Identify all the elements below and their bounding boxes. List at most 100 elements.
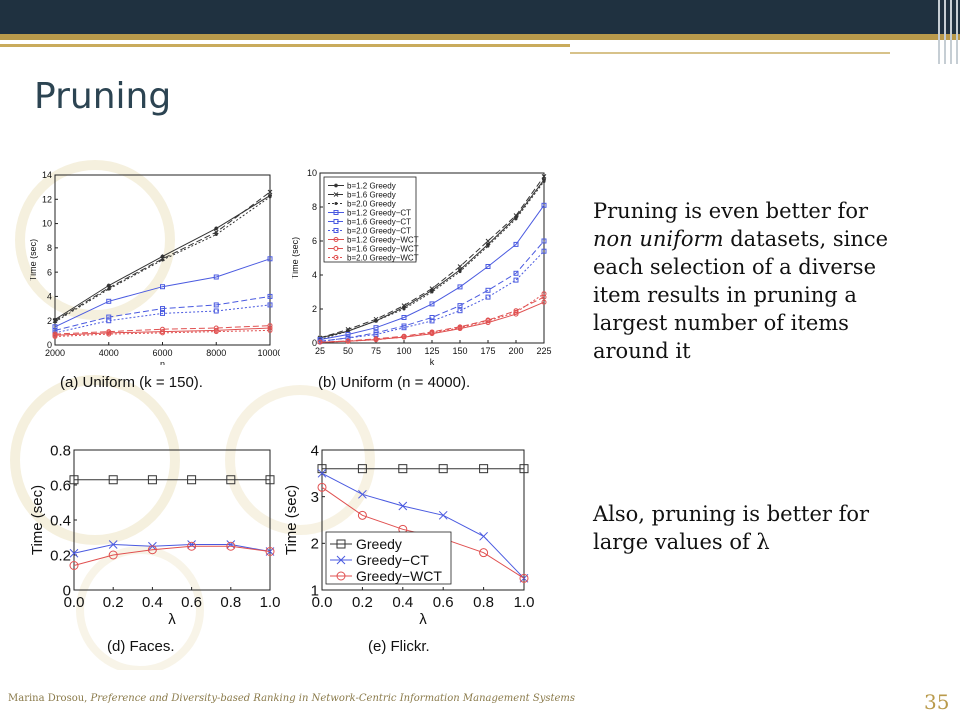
data-point [160, 306, 165, 312]
y-tick-label: 0.4 [50, 512, 71, 529]
data-point [345, 332, 351, 337]
footer-author: Marina Drosou, [8, 693, 88, 704]
header-stripes [934, 0, 960, 64]
data-point [457, 325, 463, 331]
x-axis-label: k [430, 357, 435, 365]
x-tick-label: 0.4 [142, 594, 163, 611]
x-tick-label: 125 [424, 346, 439, 356]
body-paragraph-2: Also, pruning is better for large values… [593, 502, 870, 554]
data-point [106, 283, 111, 288]
data-point [69, 475, 79, 485]
data-point [401, 325, 407, 331]
data-point [358, 489, 367, 499]
data-point [106, 331, 112, 337]
x-axis-label: n [160, 359, 165, 365]
header-accent-line [0, 34, 960, 40]
data-point [267, 293, 273, 299]
legend-box [323, 176, 417, 263]
x-tick-label: 4000 [99, 348, 119, 358]
data-point [479, 464, 489, 474]
data-point [429, 301, 435, 307]
legend-label: b=1.6 Greedy−CT [347, 217, 411, 226]
footer-citation: Marina Drosou, Preference and Diversity-… [8, 693, 575, 704]
data-point [485, 287, 491, 293]
legend-label: b=1.2 Greedy−WCT [347, 235, 419, 244]
data-point [108, 540, 118, 549]
chart-faces: 0.0 0.2 0.4 0.6 0.8 1.0 0 0.2 0.4 0.6 0.8 λ Time (se… [30, 442, 280, 628]
legend-label: Greedy−CT [356, 552, 429, 568]
x-tick-label: 25 [315, 346, 325, 356]
plot-frame [321, 449, 525, 591]
data-point [213, 308, 219, 314]
y-axis-label: Time (sec) [30, 485, 46, 555]
data-point [108, 475, 118, 485]
data-point [541, 202, 547, 208]
slide-title: Pruning [34, 76, 172, 117]
series-line [319, 181, 545, 341]
data-point [160, 254, 165, 259]
y-tick-label: 0.8 [50, 442, 71, 459]
data-point [267, 325, 273, 331]
chart-d-caption: (d) Faces. [107, 638, 175, 655]
x-tick-label: 0.2 [103, 594, 124, 611]
data-point [401, 334, 407, 340]
data-point [457, 303, 463, 309]
data-point [485, 238, 491, 244]
legend-label: b=1.2 Greedy [347, 181, 396, 190]
data-point [106, 298, 112, 304]
series-line [319, 250, 545, 342]
data-point [213, 302, 219, 308]
y-tick-label: 14 [42, 170, 52, 180]
x-axis-label: λ [419, 611, 427, 628]
data-point [214, 226, 219, 231]
x-axis-label: λ [168, 611, 176, 628]
data-point [160, 330, 165, 336]
y-tick-label: 0.6 [50, 477, 71, 494]
data-point [430, 288, 434, 293]
series-line [321, 472, 525, 579]
data-point [479, 531, 488, 541]
series-line [54, 295, 271, 331]
data-point [187, 540, 196, 549]
data-point [147, 545, 157, 555]
page-number: 35 [924, 690, 950, 714]
y-tick-label: 4 [311, 442, 319, 459]
x-tick-label: 8000 [206, 348, 226, 358]
data-point [357, 464, 367, 474]
data-point [213, 274, 219, 280]
x-tick-label: 50 [343, 346, 353, 356]
x-tick-label: 75 [371, 346, 381, 356]
chart-e-caption: (e) Flickr. [368, 638, 430, 655]
data-point [542, 180, 546, 183]
data-point [398, 464, 408, 474]
legend-label: b=1.6 Greedy [347, 190, 396, 199]
series-line [54, 258, 271, 328]
y-tick-label: 0 [47, 340, 52, 350]
data-point [214, 233, 218, 236]
data-point [53, 320, 57, 324]
data-point [187, 475, 197, 485]
data-point [541, 299, 547, 305]
data-point [267, 256, 273, 262]
data-point [317, 482, 327, 492]
data-point [514, 217, 518, 221]
data-point [213, 329, 219, 335]
x-tick-label: 2000 [45, 348, 65, 358]
legend-marker [333, 192, 339, 197]
data-point [458, 267, 462, 272]
chart-uniform-n: 25 50 75 100 125 150 175 200 225 0 2 4 6 8 10 k Time (se… [292, 168, 552, 365]
legend-label: b=2.0 Greedy−CT [347, 226, 411, 235]
legend-marker [333, 255, 339, 260]
legend-box [325, 531, 452, 585]
y-tick-label: 10 [307, 168, 317, 178]
y-tick-label: 8 [312, 202, 317, 212]
data-point [398, 501, 408, 511]
data-point [486, 244, 490, 248]
data-point [541, 291, 547, 297]
data-point [430, 290, 434, 294]
data-point [429, 286, 435, 291]
data-point [429, 318, 435, 324]
